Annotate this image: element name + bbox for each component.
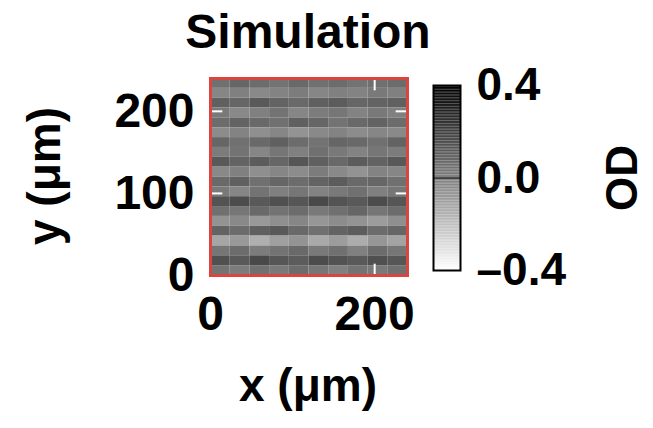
html-text:y (μm): y (μm) <box>18 107 70 245</box>
html-text:x (μm): x (μm) <box>239 359 377 411</box>
svg-text:0.0: 0.0 <box>477 151 541 203</box>
svg-text:–0.4: –0.4 <box>477 243 567 295</box>
svg-text:100: 100 <box>114 166 194 219</box>
html-text:Simulation: Simulation <box>185 5 431 58</box>
svg-text:0: 0 <box>168 248 195 301</box>
svg-text:200: 200 <box>335 287 415 340</box>
svg-text:0: 0 <box>197 287 224 340</box>
svg-text:200: 200 <box>114 84 194 137</box>
html-text:OD: OD <box>597 145 646 211</box>
svg-text:0.4: 0.4 <box>477 58 541 110</box>
